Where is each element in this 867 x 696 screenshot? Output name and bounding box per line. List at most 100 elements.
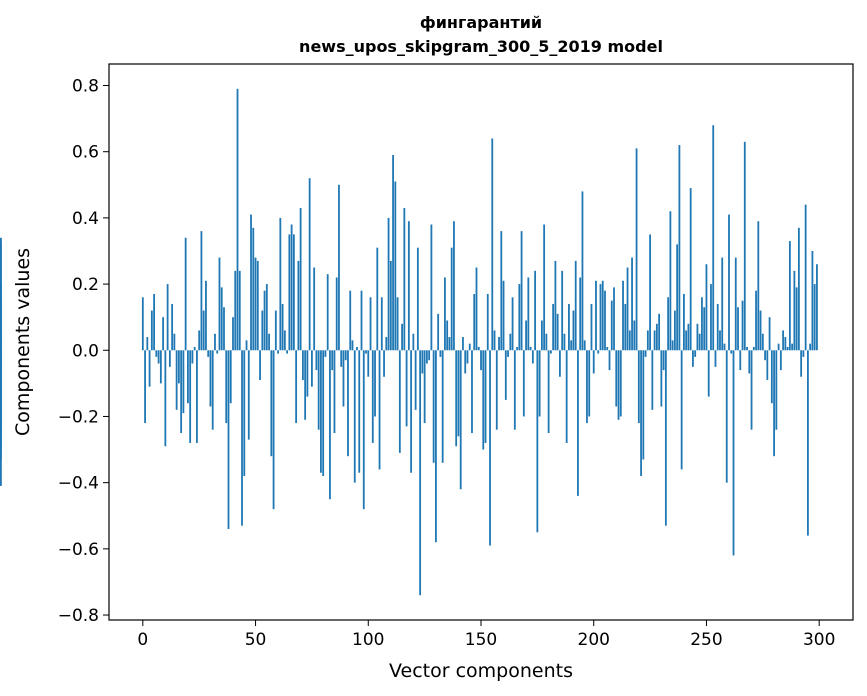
bar-216 — [628, 330, 631, 351]
bar-263 — [734, 257, 737, 351]
bar-18 — [182, 350, 185, 414]
bar-261 — [730, 350, 733, 354]
bar-252 — [710, 284, 712, 351]
bar-161 — [504, 350, 507, 400]
bar-undefined — [0, 300, 2, 351]
bar-290 — [795, 287, 798, 351]
bar-26 — [200, 231, 203, 351]
bar-246 — [696, 323, 699, 351]
bar-67 — [292, 234, 295, 351]
chart-title-line-2: news_upos_skipgram_300_5_2019 model — [299, 37, 663, 56]
bar-269 — [748, 350, 751, 374]
bar-167 — [518, 284, 521, 351]
y-tick-label: −0.2 — [58, 407, 99, 427]
bar-73 — [306, 350, 309, 397]
bar-112 — [394, 181, 397, 351]
bar-31 — [211, 350, 214, 430]
bar-57 — [270, 350, 273, 457]
bar-274 — [759, 310, 762, 351]
bar-181 — [549, 350, 552, 354]
bar-288 — [791, 343, 794, 351]
bar-85 — [333, 350, 336, 434]
bar-129 — [432, 350, 435, 463]
bar-287 — [788, 241, 791, 351]
bar-72 — [304, 350, 307, 420]
bar-205 — [604, 290, 606, 351]
bar-38 — [227, 350, 230, 529]
bar-108 — [385, 337, 388, 351]
bar-159 — [500, 231, 503, 351]
bar-59 — [274, 310, 277, 351]
bar-1 — [144, 350, 146, 424]
bar-83 — [329, 350, 331, 500]
bar-283 — [779, 350, 782, 371]
bar-134 — [444, 277, 446, 351]
bar-239 — [680, 350, 683, 470]
bar-156 — [493, 330, 496, 351]
bar-293 — [802, 350, 805, 357]
bar-17 — [180, 350, 183, 434]
bar-102 — [371, 350, 374, 443]
bar-104 — [376, 247, 379, 351]
bar-49 — [252, 227, 255, 351]
bar-44 — [241, 350, 243, 526]
bar-295 — [807, 350, 809, 536]
bar-245 — [694, 350, 697, 357]
bar-236 — [673, 310, 676, 351]
bar-220 — [637, 350, 640, 424]
bar-74 — [308, 178, 311, 351]
bar-182 — [552, 303, 555, 351]
bar-256 — [719, 330, 721, 351]
bar-210 — [615, 350, 618, 407]
bar-23 — [193, 346, 196, 351]
bar-30 — [209, 350, 212, 407]
bar-undefined — [0, 241, 2, 351]
bar-7 — [157, 350, 160, 364]
bar-79 — [320, 350, 322, 473]
bar-197 — [586, 350, 588, 424]
bar-78 — [317, 350, 320, 430]
bar-86 — [335, 277, 338, 351]
bar-291 — [797, 227, 800, 351]
bar-55 — [265, 284, 268, 351]
bar-255 — [716, 303, 719, 351]
bar-277 — [766, 350, 769, 381]
bar-146 — [471, 350, 473, 434]
bar-213 — [622, 280, 624, 351]
bar-126 — [425, 350, 428, 364]
bar-34 — [218, 257, 221, 351]
bars-group — [0, 88, 818, 596]
bar-62 — [281, 303, 284, 351]
bar-undefined — [0, 350, 2, 447]
bar-152 — [484, 350, 487, 443]
bar-91 — [347, 350, 349, 457]
bar-194 — [579, 277, 582, 351]
bar-281 — [775, 350, 778, 430]
bar-206 — [606, 346, 609, 351]
bar-120 — [412, 333, 415, 351]
bar-99 — [365, 350, 367, 354]
bar-286 — [786, 346, 789, 351]
bar-53 — [261, 310, 264, 351]
bar-172 — [529, 346, 532, 351]
bar-242 — [687, 323, 690, 351]
bar-139 — [455, 350, 458, 447]
y-tick-label: −0.4 — [58, 474, 99, 494]
bar-20 — [187, 350, 189, 404]
bar-280 — [773, 350, 775, 457]
bar-191 — [572, 310, 575, 351]
bar-233 — [667, 297, 670, 351]
bar-45 — [243, 350, 246, 477]
bar-98 — [362, 350, 365, 510]
bar-61 — [279, 217, 282, 351]
bar-29 — [207, 350, 210, 357]
bar-41 — [234, 270, 237, 351]
bar-13 — [171, 303, 174, 351]
bar-154 — [489, 350, 491, 546]
bar-51 — [256, 260, 259, 351]
bar-48 — [250, 214, 252, 351]
bar-77 — [315, 350, 318, 371]
bar-145 — [468, 343, 471, 351]
bar-165 — [513, 350, 516, 430]
bar-218 — [633, 320, 636, 351]
